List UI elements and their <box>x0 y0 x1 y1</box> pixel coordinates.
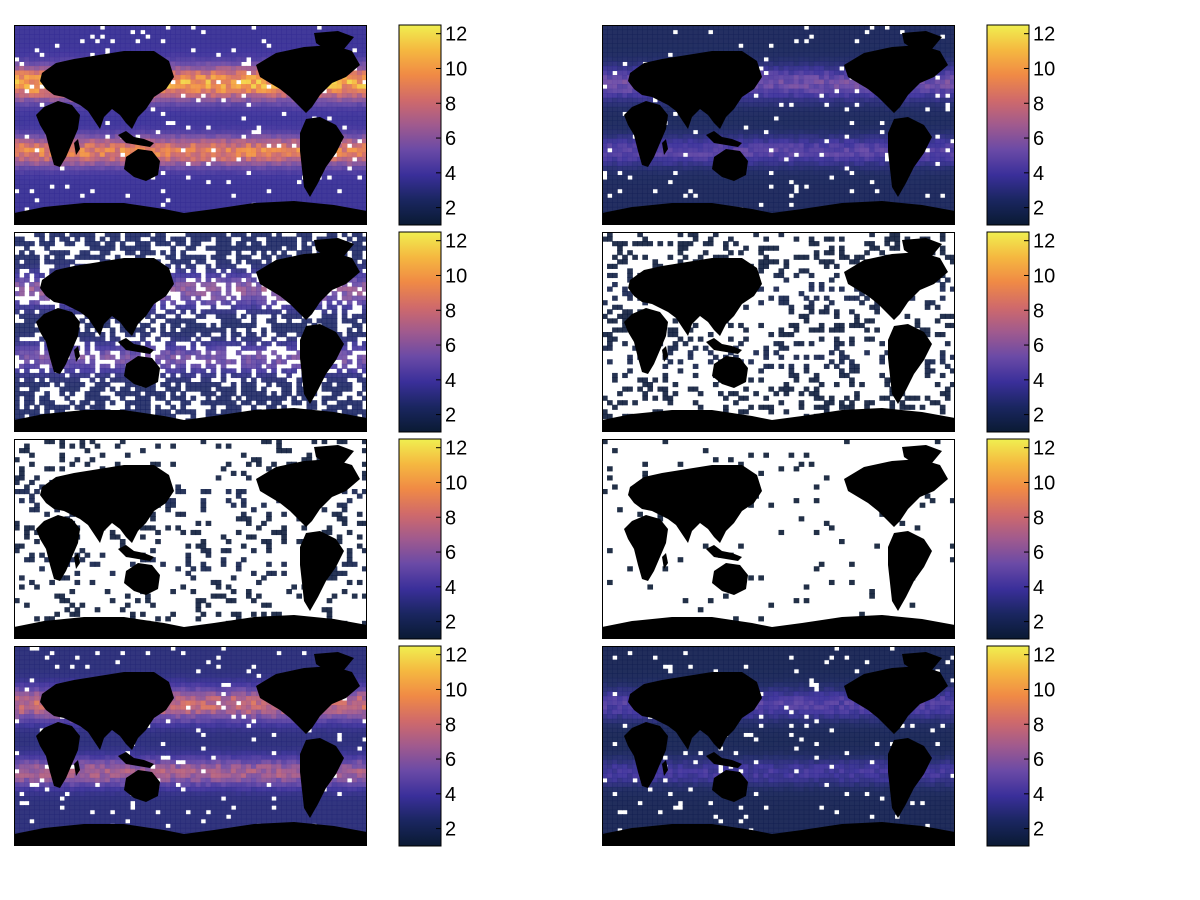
map-panel-r1c1 <box>14 25 367 225</box>
colorbar-tick-label: 6 <box>445 128 456 150</box>
colorbar-tick-label: 8 <box>1033 507 1044 529</box>
colorbar-tick-label: 2 <box>445 612 456 634</box>
colorbar-tick-label: 6 <box>1033 128 1044 150</box>
colorbar-tick-label: 6 <box>1033 335 1044 357</box>
map-frame <box>602 25 955 225</box>
colorbar-tick-label: 12 <box>1033 438 1055 460</box>
colorbar-tick-label: 8 <box>445 93 456 115</box>
colorbar-tick-label: 4 <box>445 577 456 599</box>
colorbar-tick-label: 12 <box>445 231 467 253</box>
map-frame <box>14 646 367 846</box>
colorbar-tick-label: 12 <box>445 645 467 667</box>
colorbar-tick-label: 4 <box>445 784 456 806</box>
colorbar-r1c2: 2 4 6 8 10 12 <box>986 24 1055 226</box>
colorbar-tick-label: 6 <box>1033 749 1044 771</box>
colorbar-gradient <box>986 438 1030 640</box>
colorbar-tick-label: 4 <box>1033 370 1044 392</box>
map-frame <box>14 25 367 225</box>
colorbar-tick-label: 12 <box>445 438 467 460</box>
colorbar-tick-label: 6 <box>445 335 456 357</box>
colorbar-tick-label: 4 <box>1033 163 1044 185</box>
colorbar-tick-label: 8 <box>1033 714 1044 736</box>
colorbar-tick-label: 2 <box>1033 612 1044 634</box>
colorbar-r2c1: 2 4 6 8 10 12 <box>398 231 467 433</box>
colorbar-gradient <box>398 438 442 640</box>
colorbar-tick-label: 4 <box>445 370 456 392</box>
colorbar-tick-label: 10 <box>445 265 467 287</box>
colorbar-tick-label: 2 <box>1033 819 1044 841</box>
colorbar-tick-label: 6 <box>1033 542 1044 564</box>
colorbar-tick-label: 6 <box>445 542 456 564</box>
colorbar-tick-label: 12 <box>1033 645 1055 667</box>
colorbar-tick-label: 2 <box>445 819 456 841</box>
colorbar-tick-label: 10 <box>1033 58 1055 80</box>
colorbar-gradient <box>398 231 442 433</box>
colorbar-gradient <box>986 24 1030 226</box>
map-panel-r1c2 <box>602 25 955 225</box>
colorbar-tick-label: 2 <box>445 405 456 427</box>
map-frame <box>14 439 367 639</box>
colorbar-tick-label: 10 <box>445 58 467 80</box>
map-panel-r4c2 <box>602 646 955 846</box>
map-frame <box>602 232 955 432</box>
colorbar-tick-label: 2 <box>1033 405 1044 427</box>
colorbar-gradient <box>986 231 1030 433</box>
colorbar-tick-label: 10 <box>1033 265 1055 287</box>
colorbar-tick-label: 10 <box>445 472 467 494</box>
colorbar-tick-label: 4 <box>1033 577 1044 599</box>
colorbar-tick-label: 10 <box>1033 679 1055 701</box>
colorbar-tick-label: 8 <box>445 714 456 736</box>
map-frame <box>14 232 367 432</box>
colorbar-gradient <box>398 24 442 226</box>
colorbar-r3c1: 2 4 6 8 10 12 <box>398 438 467 640</box>
colorbar-tick-label: 10 <box>1033 472 1055 494</box>
colorbar-r3c2: 2 4 6 8 10 12 <box>986 438 1055 640</box>
colorbar-tick-label: 4 <box>445 163 456 185</box>
map-panel-r3c2 <box>602 439 955 639</box>
colorbar-tick-label: 8 <box>445 300 456 322</box>
map-panel-r4c1 <box>14 646 367 846</box>
colorbar-tick-label: 12 <box>445 24 467 46</box>
colorbar-gradient <box>398 645 442 847</box>
colorbar-r4c1: 2 4 6 8 10 12 <box>398 645 467 847</box>
colorbar-tick-label: 8 <box>1033 300 1044 322</box>
map-panel-r2c2 <box>602 232 955 432</box>
colorbar-r1c1: 2 4 6 8 10 12 <box>398 24 467 226</box>
map-frame <box>602 439 955 639</box>
colorbar-tick-label: 8 <box>445 507 456 529</box>
colorbar-tick-label: 12 <box>1033 24 1055 46</box>
colorbar-tick-label: 2 <box>1033 198 1044 220</box>
colorbar-tick-label: 12 <box>1033 231 1055 253</box>
map-frame <box>602 646 955 846</box>
map-panel-r3c1 <box>14 439 367 639</box>
colorbar-tick-label: 10 <box>445 679 467 701</box>
colorbar-tick-label: 2 <box>445 198 456 220</box>
colorbar-r4c2: 2 4 6 8 10 12 <box>986 645 1055 847</box>
colorbar-r2c2: 2 4 6 8 10 12 <box>986 231 1055 433</box>
colorbar-gradient <box>986 645 1030 847</box>
colorbar-tick-label: 4 <box>1033 784 1044 806</box>
map-panel-r2c1 <box>14 232 367 432</box>
colorbar-tick-label: 8 <box>1033 93 1044 115</box>
colorbar-tick-label: 6 <box>445 749 456 771</box>
